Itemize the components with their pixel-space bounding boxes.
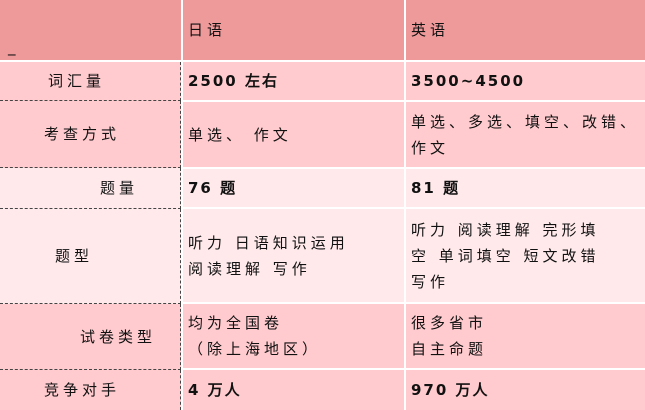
cell-japanese: 听力 日语知识运用 阅读理解 写作 <box>183 209 404 302</box>
row-label: 题量 <box>100 179 139 197</box>
cell-english: 单选、多选、填空、改错、 作文 <box>406 102 645 167</box>
row-label-question-types: 题型 <box>0 209 181 304</box>
cell-text: 单选、 作文 <box>188 125 292 144</box>
cell-english: 81 题 <box>406 169 645 207</box>
cell-japanese: 单选、 作文 <box>183 102 404 167</box>
cell-text: 2500 左右 <box>188 72 279 90</box>
row-label-exam-format: 考查方式 <box>0 101 181 168</box>
cell-text: 3500~4500 <box>411 72 526 90</box>
row-label: 考查方式 <box>44 125 121 143</box>
cell-japanese: 76 题 <box>183 169 404 207</box>
cell-japanese: 2500 左右 <box>183 62 404 100</box>
cell-text: 76 题 <box>188 179 238 197</box>
row-label: 竞争对手 <box>44 381 121 399</box>
row-label-question-count: 题量 <box>0 168 181 209</box>
cell-text: 自主命题 <box>411 340 488 358</box>
cell-text: 均为全国卷 <box>188 314 284 332</box>
cell-english: 听力 阅读理解 完形填空 单词填空 短文改错 写作 <box>406 209 645 302</box>
row-label: 题型 <box>55 247 94 265</box>
cell-text: 970 万人 <box>411 381 490 399</box>
header-japanese: 日语 <box>183 0 404 60</box>
header-corner: _ <box>0 0 181 60</box>
cell-english: 3500~4500 <box>406 62 645 100</box>
cell-text: 单选、多选、填空、改错、 <box>411 112 640 131</box>
row-label-competitors: 竞争对手 <box>0 370 181 410</box>
row-label-paper-type: 试卷类型 <box>0 304 181 370</box>
row-label: 词汇量 <box>48 72 106 90</box>
row-label-vocabulary: 词汇量 <box>0 62 181 101</box>
cell-text: 作文 <box>411 138 450 157</box>
row-label: 试卷类型 <box>80 327 157 346</box>
cell-text: （除上海地区） <box>188 340 322 358</box>
cell-text: 4 万人 <box>188 381 242 399</box>
header-label: 英语 <box>411 21 450 39</box>
cell-text: 很多省市 <box>411 314 488 332</box>
cell-text: 听力 阅读理解 完形填 <box>411 220 600 239</box>
cell-text: 81 题 <box>411 179 461 197</box>
cell-japanese: 均为全国卷 （除上海地区） <box>183 304 404 368</box>
cell-text: 写作 <box>411 272 450 291</box>
cell-text: 空 单词填空 短文改错 <box>411 246 600 265</box>
cell-japanese: 4 万人 <box>183 370 404 410</box>
cell-text: 阅读理解 写作 <box>188 259 311 278</box>
header-english: 英语 <box>406 0 645 60</box>
header-label: 日语 <box>188 21 227 39</box>
cell-english: 很多省市 自主命题 <box>406 304 645 368</box>
cell-text: 听力 日语知识运用 <box>188 233 349 252</box>
cell-english: 970 万人 <box>406 370 645 410</box>
corner-mark: _ <box>8 38 20 56</box>
